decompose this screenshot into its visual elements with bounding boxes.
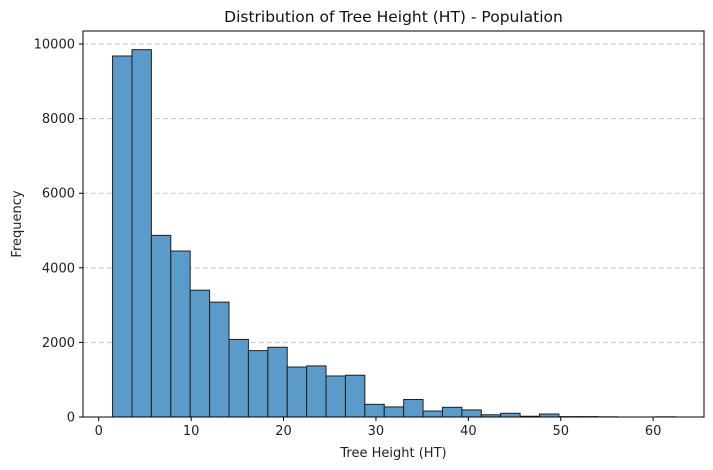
histogram-bar-18 <box>461 409 482 418</box>
histogram-bar-6 <box>228 338 249 418</box>
x-tick-label-1: 10 <box>183 424 200 439</box>
x-axis-label: Tree Height (HT) <box>339 446 446 461</box>
histogram-bar-16 <box>422 410 443 418</box>
x-tick-label-0: 0 <box>95 424 103 439</box>
x-tick-label-2: 20 <box>275 424 292 439</box>
histogram-bars <box>112 49 676 418</box>
y-tick-label-2: 4000 <box>42 261 75 276</box>
y-tick-label-0: 0 <box>67 411 75 426</box>
x-tick-label-4: 40 <box>460 424 477 439</box>
histogram-bar-11 <box>325 375 346 418</box>
histogram-bar-17 <box>441 406 463 418</box>
histogram-bar-10 <box>306 365 327 418</box>
histogram-bar-20 <box>500 412 521 418</box>
x-tick-label-5: 50 <box>552 424 569 439</box>
histogram-bar-8 <box>267 346 288 418</box>
histogram-bar-12 <box>344 374 366 418</box>
y-tick-label-3: 6000 <box>42 187 75 202</box>
histogram-bar-14 <box>383 406 405 418</box>
histogram-bar-9 <box>286 366 308 418</box>
y-tick-label-5: 10000 <box>34 38 75 53</box>
histogram-bar-4 <box>189 289 211 418</box>
plot-frame <box>82 30 705 418</box>
histogram-bar-2 <box>150 234 172 418</box>
x-tick-label-3: 30 <box>368 424 385 439</box>
chart-title: Distribution of Tree Height (HT) - Popul… <box>224 8 563 26</box>
histogram-bar-13 <box>364 403 385 418</box>
y-tick-label-4: 8000 <box>42 112 75 127</box>
x-tick-label-6: 60 <box>645 424 662 439</box>
histogram-bar-5 <box>209 301 230 418</box>
x-axis-ticks: 0 10 20 30 40 50 60 <box>95 417 662 439</box>
histogram-bar-7 <box>247 350 269 418</box>
histogram-bar-3 <box>170 250 191 418</box>
y-axis-label: Frequency <box>10 190 25 257</box>
y-tick-label-1: 2000 <box>42 336 75 351</box>
y-axis-ticks: 0 2000 4000 6000 8000 10000 <box>34 38 83 426</box>
histogram-bar-1 <box>131 49 152 418</box>
histogram-bar-0 <box>112 55 133 418</box>
histogram-bar-15 <box>403 398 424 418</box>
